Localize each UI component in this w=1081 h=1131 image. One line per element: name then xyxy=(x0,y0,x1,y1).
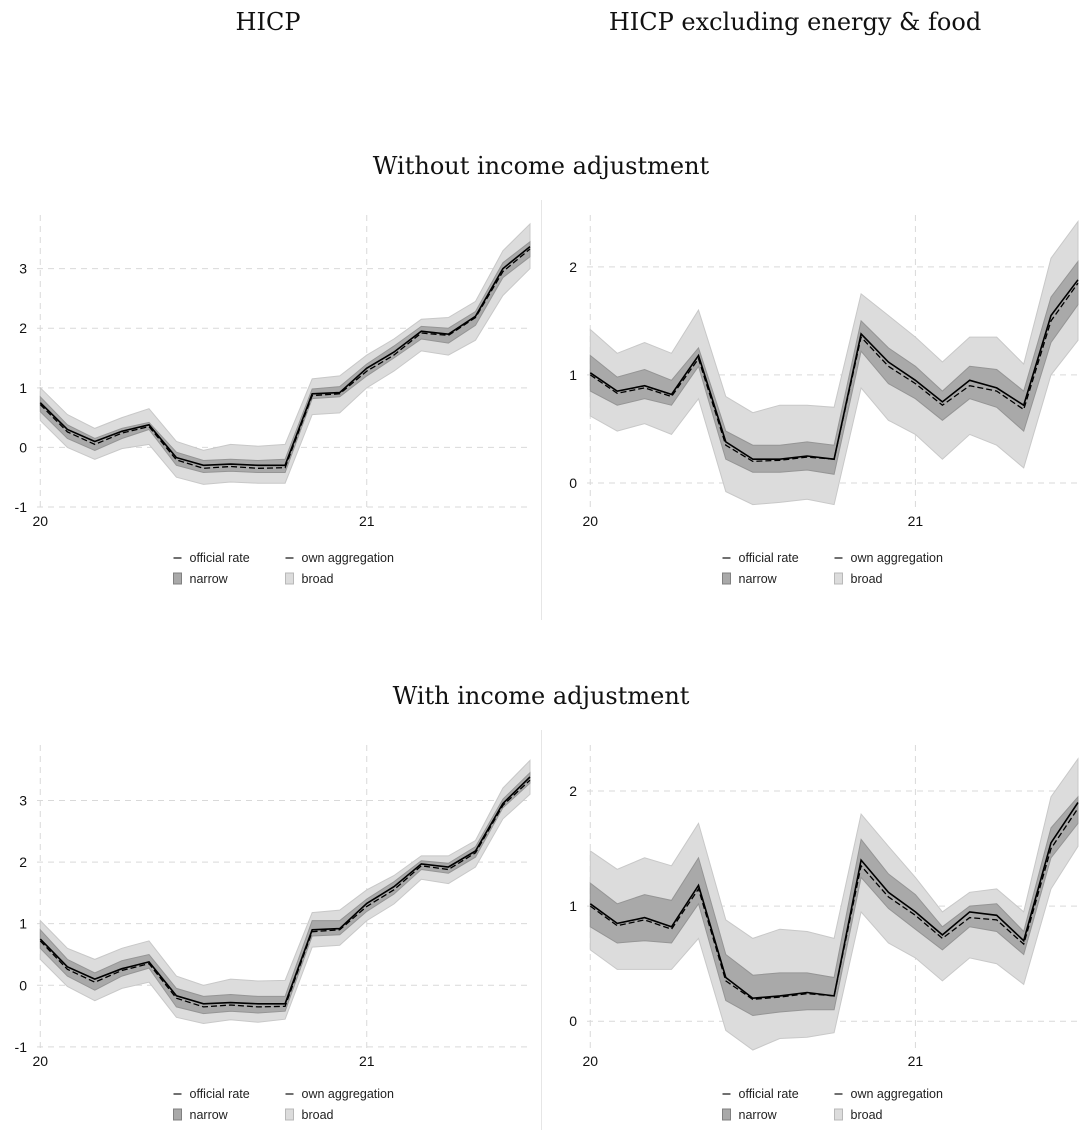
legend-label-narrow: narrow xyxy=(190,1108,229,1122)
narrow-band xyxy=(589,260,1079,475)
broad-band xyxy=(589,219,1079,506)
broad-band xyxy=(39,222,531,485)
y-tick-label: 1 xyxy=(569,898,577,914)
column-title-core: HICP excluding energy & food xyxy=(608,8,982,36)
own-aggregation-line xyxy=(589,282,1079,463)
panel-separator-top xyxy=(541,200,542,620)
legend-label-broad: broad xyxy=(302,572,334,586)
y-tick-label: 2 xyxy=(19,320,27,336)
y-tick-label: 2 xyxy=(569,783,577,799)
legend-label-official-rate: official rate xyxy=(739,551,799,565)
legend-swatch-broad xyxy=(285,1108,294,1121)
y-tick-label: 0 xyxy=(569,1013,577,1029)
legend-swatch-narrow xyxy=(173,572,182,585)
legend-label-broad: broad xyxy=(851,1108,883,1122)
legend-label-narrow: narrow xyxy=(190,572,229,586)
x-tick-label: 20 xyxy=(582,1053,598,1069)
x-tick-label: 21 xyxy=(359,513,375,529)
narrow-band xyxy=(39,771,531,1015)
legend-label-narrow: narrow xyxy=(739,572,778,586)
legend-label-own-aggregation: own aggregation xyxy=(302,551,394,565)
legend-label-own-aggregation: own aggregation xyxy=(851,551,943,565)
legend-label-own-aggregation: own aggregation xyxy=(302,1087,394,1101)
y-tick-label: 1 xyxy=(19,380,27,396)
y-tick-label: 1 xyxy=(19,916,27,932)
narrow-band xyxy=(589,795,1079,1017)
chart-hicp-with-income: -1 0 1 2 3 20 21 official rate own aggregation na… xyxy=(15,745,531,1122)
y-tick-label: 0 xyxy=(569,475,577,491)
legend-swatch-narrow xyxy=(173,1108,182,1121)
legend-label-official-rate: official rate xyxy=(190,551,250,565)
row-title-with-income: With income adjustment xyxy=(392,682,690,710)
y-tick-label: 3 xyxy=(19,261,27,277)
y-tick-label: 0 xyxy=(19,977,27,993)
official-rate-line xyxy=(589,802,1079,1000)
narrow-band xyxy=(39,240,531,474)
x-tick-label: 21 xyxy=(908,1053,924,1069)
legend-swatch-broad xyxy=(834,572,843,585)
legend-swatch-broad xyxy=(285,572,294,585)
y-tick-label: 0 xyxy=(19,439,27,455)
legend-swatch-narrow xyxy=(722,1108,731,1121)
x-tick-label: 20 xyxy=(32,513,48,529)
x-tick-label: 21 xyxy=(359,1053,375,1069)
x-tick-label: 20 xyxy=(582,513,598,529)
chart-hicp-without-income: -1 0 1 2 3 20 21 official rate own aggregation na… xyxy=(15,215,531,586)
legend-label-official-rate: official rate xyxy=(739,1087,799,1101)
own-aggregation-line xyxy=(39,779,531,1008)
x-tick-label: 21 xyxy=(908,513,924,529)
own-aggregation-line xyxy=(39,248,531,469)
legend-label-broad: broad xyxy=(302,1108,334,1122)
chart-core-with-income: 0 1 2 20 21 official rate own aggregation narro… xyxy=(569,745,1079,1122)
own-aggregation-line xyxy=(589,807,1079,1001)
official-rate-line xyxy=(39,245,531,467)
y-tick-label: 2 xyxy=(569,259,577,275)
legend-swatch-narrow xyxy=(722,572,731,585)
official-rate-line xyxy=(39,776,531,1005)
y-tick-label: -1 xyxy=(15,1039,28,1055)
panel-separator-bottom xyxy=(541,730,542,1130)
column-title-hicp: HICP xyxy=(235,8,301,36)
broad-band xyxy=(39,759,531,1025)
x-tick-label: 20 xyxy=(32,1053,48,1069)
y-tick-label: -1 xyxy=(15,499,28,515)
broad-band xyxy=(589,757,1079,1051)
legend-label-broad: broad xyxy=(851,572,883,586)
row-title-without-income: Without income adjustment xyxy=(372,152,710,180)
y-tick-label: 2 xyxy=(19,854,27,870)
legend-swatch-broad xyxy=(834,1108,843,1121)
y-tick-label: 1 xyxy=(569,367,577,383)
y-tick-label: 3 xyxy=(19,792,27,808)
legend-label-narrow: narrow xyxy=(739,1108,778,1122)
legend-label-own-aggregation: own aggregation xyxy=(851,1087,943,1101)
legend-label-official-rate: official rate xyxy=(190,1087,250,1101)
chart-core-without-income: 0 1 2 20 21 official rate own aggregation narro… xyxy=(569,215,1079,586)
